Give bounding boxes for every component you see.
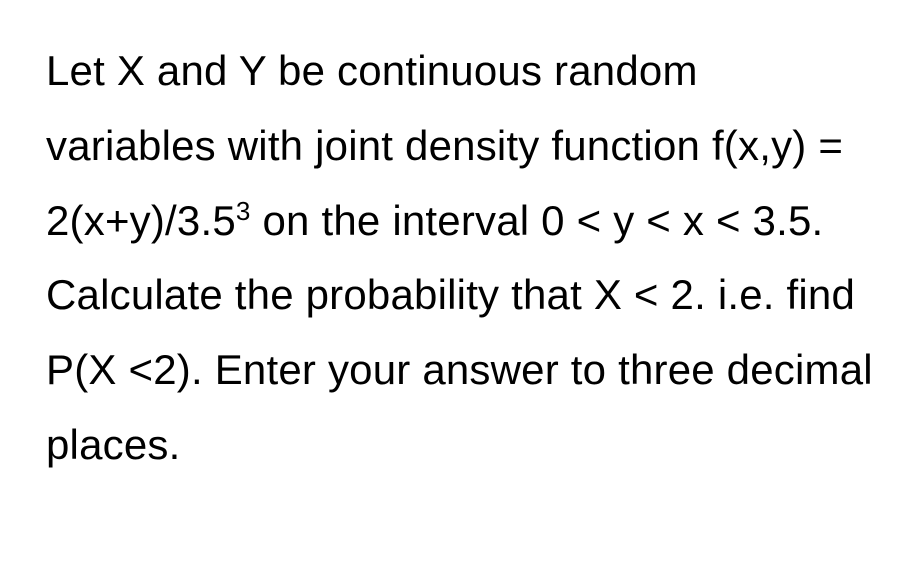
problem-statement: Let X and Y be continuous random variabl… [0,0,915,523]
exponent-3: 3 [236,196,251,226]
